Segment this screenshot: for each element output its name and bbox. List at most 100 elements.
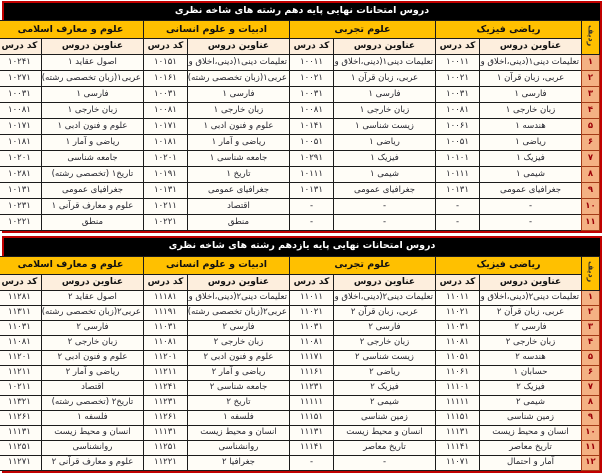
course-title-cell: فیزیک ۱ [332,150,436,168]
course-code-cell: ۱۱۲۱۱ [142,364,188,381]
course-code-cell: ۱۱۲۱۱ [0,364,42,381]
course-code-cell: ۱۰۱۳۱ [434,182,481,200]
course-code-cell: ۱۱۰۸۱ [0,334,42,351]
course-code-cell: ۱۰۱۸۱ [142,134,188,152]
course-title-cell: اقتصاد [186,198,290,216]
course-code-cell: ۱۱۲۵۱ [142,439,188,456]
course-code-cell: ۱۱۱۶۱ [288,364,334,381]
row-number-cell: ۲ [581,304,600,321]
course-code-cell: ۱۱۲۵۱ [0,439,42,456]
course-title-cell: منطق [40,214,144,232]
course-code-cell: ۱۰۲۸۱ [0,166,42,184]
course-title-cell: ریاضی ۱ [479,134,582,152]
course-code-cell: ۱۰۰۸۱ [288,102,334,120]
course-title-cell: فارسی ۲ [479,319,582,336]
course-code-cell: ۱۱۰۸۱ [434,334,481,351]
course-code-cell: ۱۱۱۳۱ [142,424,188,441]
course-title-cell: زیست شناسی ۱ [332,118,436,136]
course-title-cell: فارسی ۲ [332,319,436,336]
course-code-cell: ۱۱۰۳۱ [434,319,481,336]
course-code-cell: ۱۱۱۳۱ [434,424,481,441]
course-code-cell: ۱۱۰۸۱ [288,334,334,351]
course-title-cell: انسان و محیط زیست [479,424,582,441]
row-number-cell: ۷ [581,150,600,168]
row-number-cell: ۵ [581,118,600,136]
row-number-cell: ۱۱ [581,214,600,232]
course-title-cell: زبان خارجی ۱ [40,102,144,120]
course-title-cell: فارسی ۱ [332,86,436,104]
grade11-table-title: دروس امتحانات نهایی پایه یازدهم رشته های… [4,238,600,256]
course-code-cell: ۱۰۰۵۱ [288,134,334,152]
course-title-cell: علوم و معارف قرآنی ۱ [40,198,144,216]
table-row: ۹ زمین شناسی ۱۱۱۵۱ زمین شناسی ۱۱۱۵۱ فلسفه ۱ ۱۱… [0,409,600,426]
row-number-cell: ۶ [581,134,600,152]
course-title-cell: عربی۲(زبان تخصصی رشته) [186,304,290,321]
exam-table-grade11: دروس امتحانات نهایی پایه یازدهم رشته های… [0,236,602,473]
grade10-courses-table: ردیف ریاضی فیزیک علوم تجربی ادبیات و علوم ا… [0,20,600,232]
table-row: ۴ زبان خارجی ۲ ۱۱۰۸۱ زبان خارجی ۲ ۱۱۰۸۱ زبان … [0,334,600,351]
course-code-cell: ۱۰۰۶۱ [434,118,481,136]
course-code-cell: ۱۱۰۵۱ [434,349,481,366]
row-number-header-label: ردیف [586,25,596,47]
course-code-cell: ۱۰۰۸۱ [0,102,42,120]
course-code-cell: ۱۰۱۸۱ [0,134,42,152]
course-title-cell: - [479,214,582,232]
course-code-cell: ۱۰۱۳۱ [288,182,334,200]
table-row: ۷ فیزیک ۱ ۱۰۱۰۱ فیزیک ۱ ۱۰۲۹۱ جامعه شناسی ۱ ۱۰… [0,150,600,168]
course-code-cell: ۱۰۰۱۱ [434,54,481,72]
course-code-cell: ۱۱۳۱۱ [0,304,42,321]
course-title-cell: فیزیک ۱ [479,150,582,168]
course-code-header: کد درس [142,38,188,56]
course-title-cell: جغرافیای عمومی [479,182,582,200]
row-number-cell: ۷ [581,379,600,396]
course-code-cell: ۱۱۰۱۱ [288,289,334,306]
course-title-cell: شیمی ۲ [332,394,436,411]
row-number-cell: ۴ [581,102,600,120]
course-code-cell: ۱۱۰۲۱ [288,304,334,321]
course-title-cell: زمین شناسی [332,409,436,426]
exam-table-grade10: دروس امتحانات نهایی پایه دهم رشته های شا… [0,1,602,234]
course-title-cell: فارسی ۱ [186,86,290,104]
course-title-cell: عربی۲(زبان تخصصی رشته) [40,304,144,321]
course-title-cell: تاریخ۲ (تخصصی رشته) [40,394,144,411]
course-title-cell: جغرافیای عمومی [332,182,436,200]
course-title-cell: جامعه شناسی ۱ [186,150,290,168]
course-code-cell: ۱۱۱۵۱ [434,409,481,426]
course-title-cell: شیمی ۱ [332,166,436,184]
course-title-cell: زبان خارجی ۱ [479,102,582,120]
course-titles-header: عناوین دروس [479,38,582,56]
course-code-cell: ۱۰۲۴۱ [0,54,42,72]
course-title-cell: زبان خارجی ۲ [40,334,144,351]
course-title-cell: تعلیمات دینی۱(دینی،اخلاق و قرآن) [479,54,582,72]
course-titles-header: عناوین دروس [40,38,144,56]
row-number-cell: ۱ [581,54,600,72]
grade10-table-title: دروس امتحانات نهایی پایه دهم رشته های شا… [4,3,600,21]
table-row: ۱۰ انسان و محیط زیست ۱۱۱۳۱ انسان و محیط زیس… [0,424,600,441]
course-code-cell: ۱۰۰۳۱ [434,86,481,104]
course-title-cell: تاریخ ۱ [186,166,290,184]
table-row: ۷ فیزیک ۲ ۱۱۱۰۱ فیزیک ۲ ۱۱۲۳۱ جامعه شناسی ۲ ۱۱… [0,379,600,396]
course-title-cell: زبان خارجی ۲ [186,334,290,351]
course-title-cell: زبان خارجی ۲ [479,334,582,351]
course-title-cell: تعلیمات دینی۱(دینی،اخلاق و قرآن) [332,54,436,72]
course-code-cell: ۱۰۰۵۱ [434,134,481,152]
course-code-cell: ۱۱۱۴۱ [288,439,334,456]
course-title-cell: تاریخ ۲ [186,394,290,411]
course-code-cell: ۱۰۲۳۱ [0,198,42,216]
table-row: ۳ فارسی ۲ ۱۱۰۳۱ فارسی ۲ ۱۱۰۳۱ فارسی ۲ ۱۱۰۳۱ فار… [0,319,600,336]
row-number-cell: ۱ [581,289,600,306]
course-titles-header: عناوین دروس [186,38,290,56]
course-code-cell: ۱۰۱۱۱ [434,166,481,184]
course-title-cell: تعلیمات دینی۲(دینی،اخلاق و قرآن) [332,289,436,306]
course-title-cell: عربی، زبان قرآن ۲ [479,304,582,321]
course-title-cell: تاریخ معاصر [479,439,582,456]
row-number-header: ردیف [581,20,600,56]
course-code-header: کد درس [434,38,481,56]
course-code-cell: ۱۰۲۲۱ [0,214,42,232]
course-title-cell: - [332,214,436,232]
course-code-header: کد درس [142,273,188,291]
course-title-cell: ریاضی و آمار ۲ [40,364,144,381]
course-title-cell: - [479,198,582,216]
course-code-cell: ۱۱۳۲۱ [0,394,42,411]
